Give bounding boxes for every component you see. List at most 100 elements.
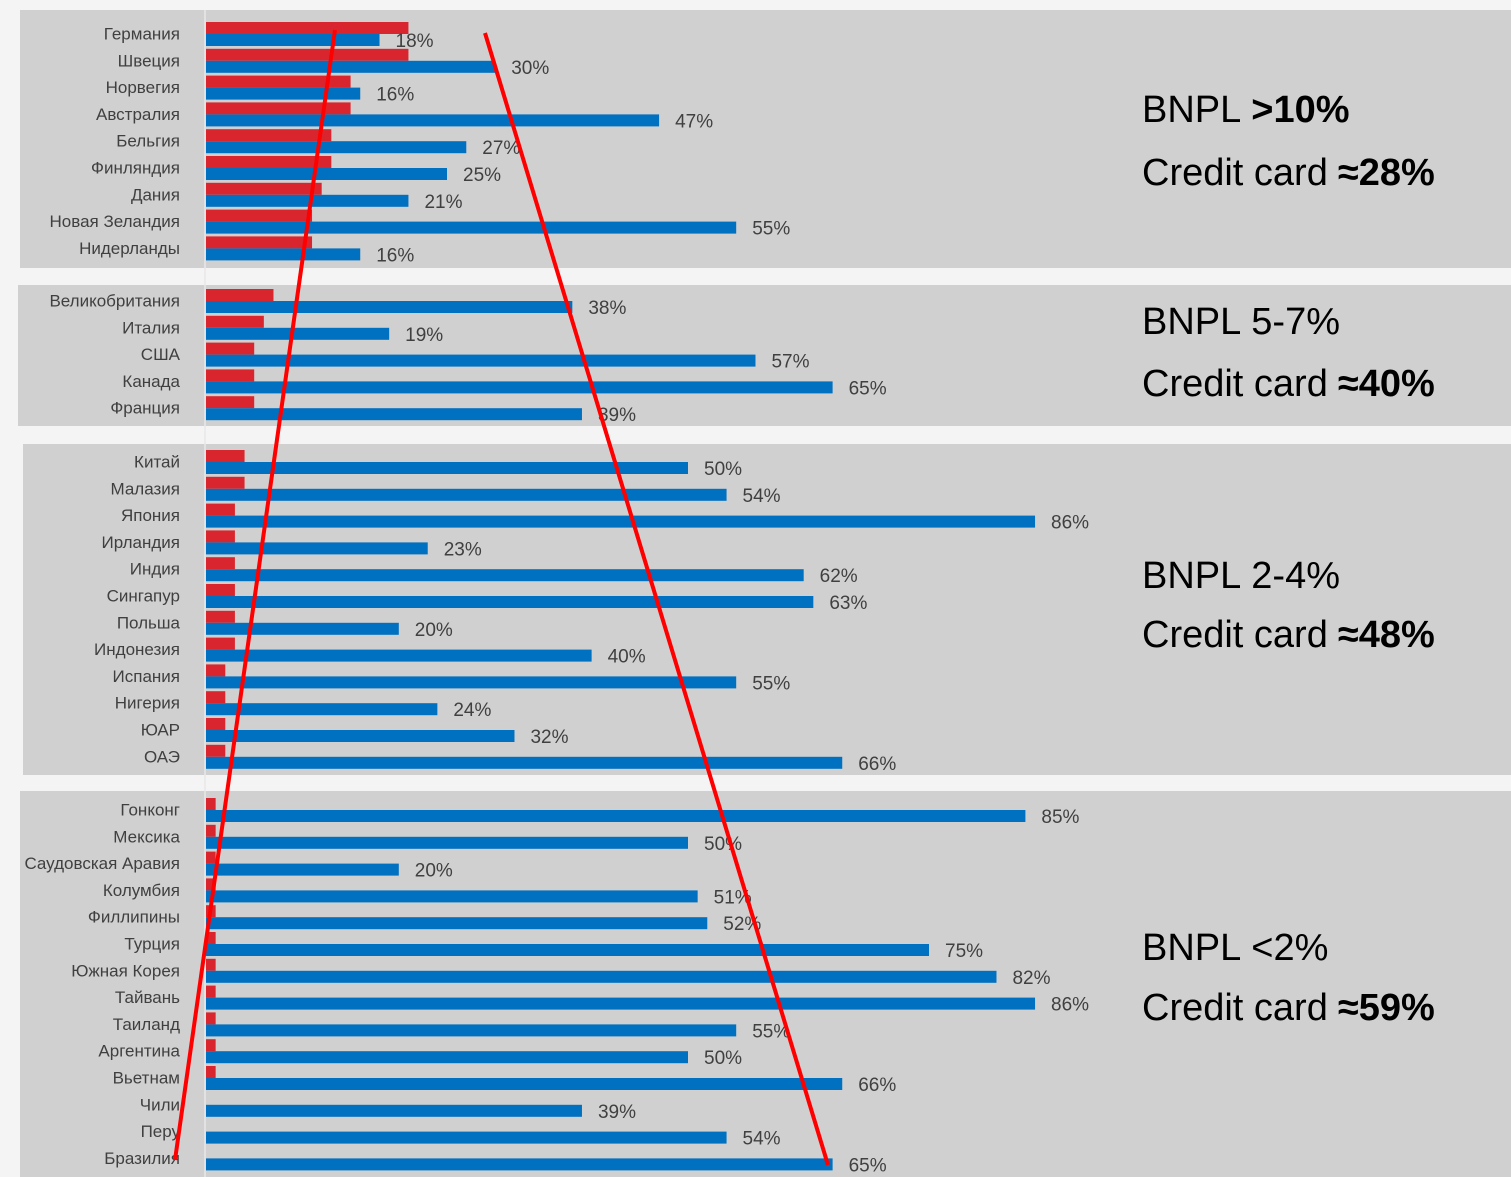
- category-label: Филлипины: [88, 908, 180, 927]
- bar: [206, 1104, 582, 1117]
- category-label: Таиланд: [113, 1015, 180, 1034]
- bar: [206, 610, 235, 623]
- annotation: Credit card ≈40%: [1142, 363, 1435, 405]
- bar: [206, 396, 255, 409]
- category-label: Ирландия: [102, 533, 180, 552]
- category-label: ОАЭ: [144, 747, 180, 766]
- category-label: Колумбия: [103, 881, 180, 900]
- category-label: Сингапур: [107, 586, 180, 605]
- annotation-label: BNPL: [1142, 301, 1241, 343]
- bar: [206, 327, 390, 340]
- category-label: Южная Корея: [71, 961, 180, 980]
- annotation-label: Credit card: [1142, 363, 1328, 405]
- bar: [206, 851, 216, 864]
- value-label: 65%: [849, 378, 887, 399]
- bar: [206, 1078, 843, 1090]
- bar: [206, 863, 399, 876]
- trend-line: [483, 32, 830, 1166]
- bar: [206, 596, 814, 608]
- value-label: 38%: [588, 298, 626, 319]
- bar: [206, 530, 235, 543]
- annotation-value: 2-4%: [1251, 555, 1340, 597]
- value-label: 24%: [453, 700, 491, 721]
- bar: [206, 557, 235, 570]
- value-label: 50%: [704, 834, 742, 855]
- value-label: 16%: [376, 85, 414, 106]
- value-label: 18%: [396, 31, 434, 52]
- category-label: Индонезия: [94, 640, 180, 659]
- bar: [206, 878, 216, 891]
- category-label: Малазия: [111, 479, 181, 498]
- category-label: Великобритания: [49, 291, 180, 310]
- bar: [206, 836, 688, 849]
- bar: [206, 209, 313, 222]
- bar: [206, 221, 737, 234]
- bar: [206, 664, 226, 677]
- bar: [206, 542, 428, 555]
- value-label: 39%: [598, 1102, 636, 1123]
- value-label: 85%: [1041, 807, 1079, 828]
- value-label: 39%: [598, 405, 636, 426]
- bar: [206, 141, 467, 154]
- bar: [206, 1158, 833, 1171]
- category-label: Перу: [141, 1122, 181, 1141]
- category-label: Мексика: [113, 827, 180, 846]
- bar: [206, 637, 235, 650]
- annotation-value: ≈28%: [1338, 152, 1435, 194]
- bar: [206, 997, 1036, 1010]
- annotation: Credit card ≈28%: [1142, 152, 1435, 194]
- value-label: 65%: [849, 1155, 887, 1176]
- value-label: 21%: [424, 192, 462, 213]
- annotation: BNPL 2-4%: [1142, 555, 1340, 597]
- annotation-label: BNPL: [1142, 89, 1241, 131]
- bar: [206, 114, 660, 127]
- category-label: Чили: [140, 1095, 180, 1114]
- bar: [206, 691, 226, 704]
- value-label: 47%: [675, 111, 713, 132]
- bar: [206, 917, 708, 930]
- category-label: Китай: [134, 452, 180, 471]
- bar: [206, 622, 399, 635]
- value-label: 86%: [1051, 995, 1089, 1016]
- value-label: 82%: [1012, 968, 1050, 989]
- bar: [206, 985, 216, 998]
- category-label: Канада: [122, 372, 180, 391]
- bar: [206, 944, 929, 956]
- annotation: Credit card ≈48%: [1142, 614, 1435, 656]
- value-label: 54%: [743, 1129, 781, 1150]
- bar: [206, 369, 255, 382]
- annotation-label: Credit card: [1142, 614, 1328, 656]
- bar: [206, 450, 245, 462]
- bar: [206, 289, 274, 301]
- category-label: Индия: [130, 560, 180, 579]
- category-label: Германия: [104, 24, 180, 43]
- value-label: 30%: [511, 58, 549, 79]
- bar: [206, 248, 361, 261]
- bar: [206, 75, 351, 88]
- annotation-value: ≈40%: [1338, 363, 1435, 405]
- bar: [206, 182, 322, 195]
- category-label: Италия: [122, 318, 180, 337]
- bar: [206, 156, 332, 168]
- bar: [206, 744, 226, 757]
- bar: [206, 488, 727, 501]
- value-label: 32%: [530, 727, 568, 748]
- annotation: BNPL 5-7%: [1142, 301, 1340, 343]
- value-label: 23%: [444, 539, 482, 560]
- bar: [206, 810, 1026, 822]
- annotation-value: ≈59%: [1338, 987, 1435, 1029]
- category-label: Швеция: [118, 51, 180, 70]
- category-label: США: [141, 345, 181, 364]
- bar: [206, 354, 756, 367]
- category-label: ЮАР: [141, 720, 180, 739]
- bar: [206, 87, 361, 100]
- value-label: 50%: [704, 459, 742, 480]
- category-label: Япония: [121, 506, 180, 525]
- bar: [206, 342, 255, 355]
- value-label: 20%: [415, 861, 453, 882]
- category-label: Австралия: [96, 105, 180, 124]
- category-label: Саудовская Аравия: [24, 854, 180, 873]
- bar: [206, 569, 804, 582]
- bar: [206, 824, 216, 837]
